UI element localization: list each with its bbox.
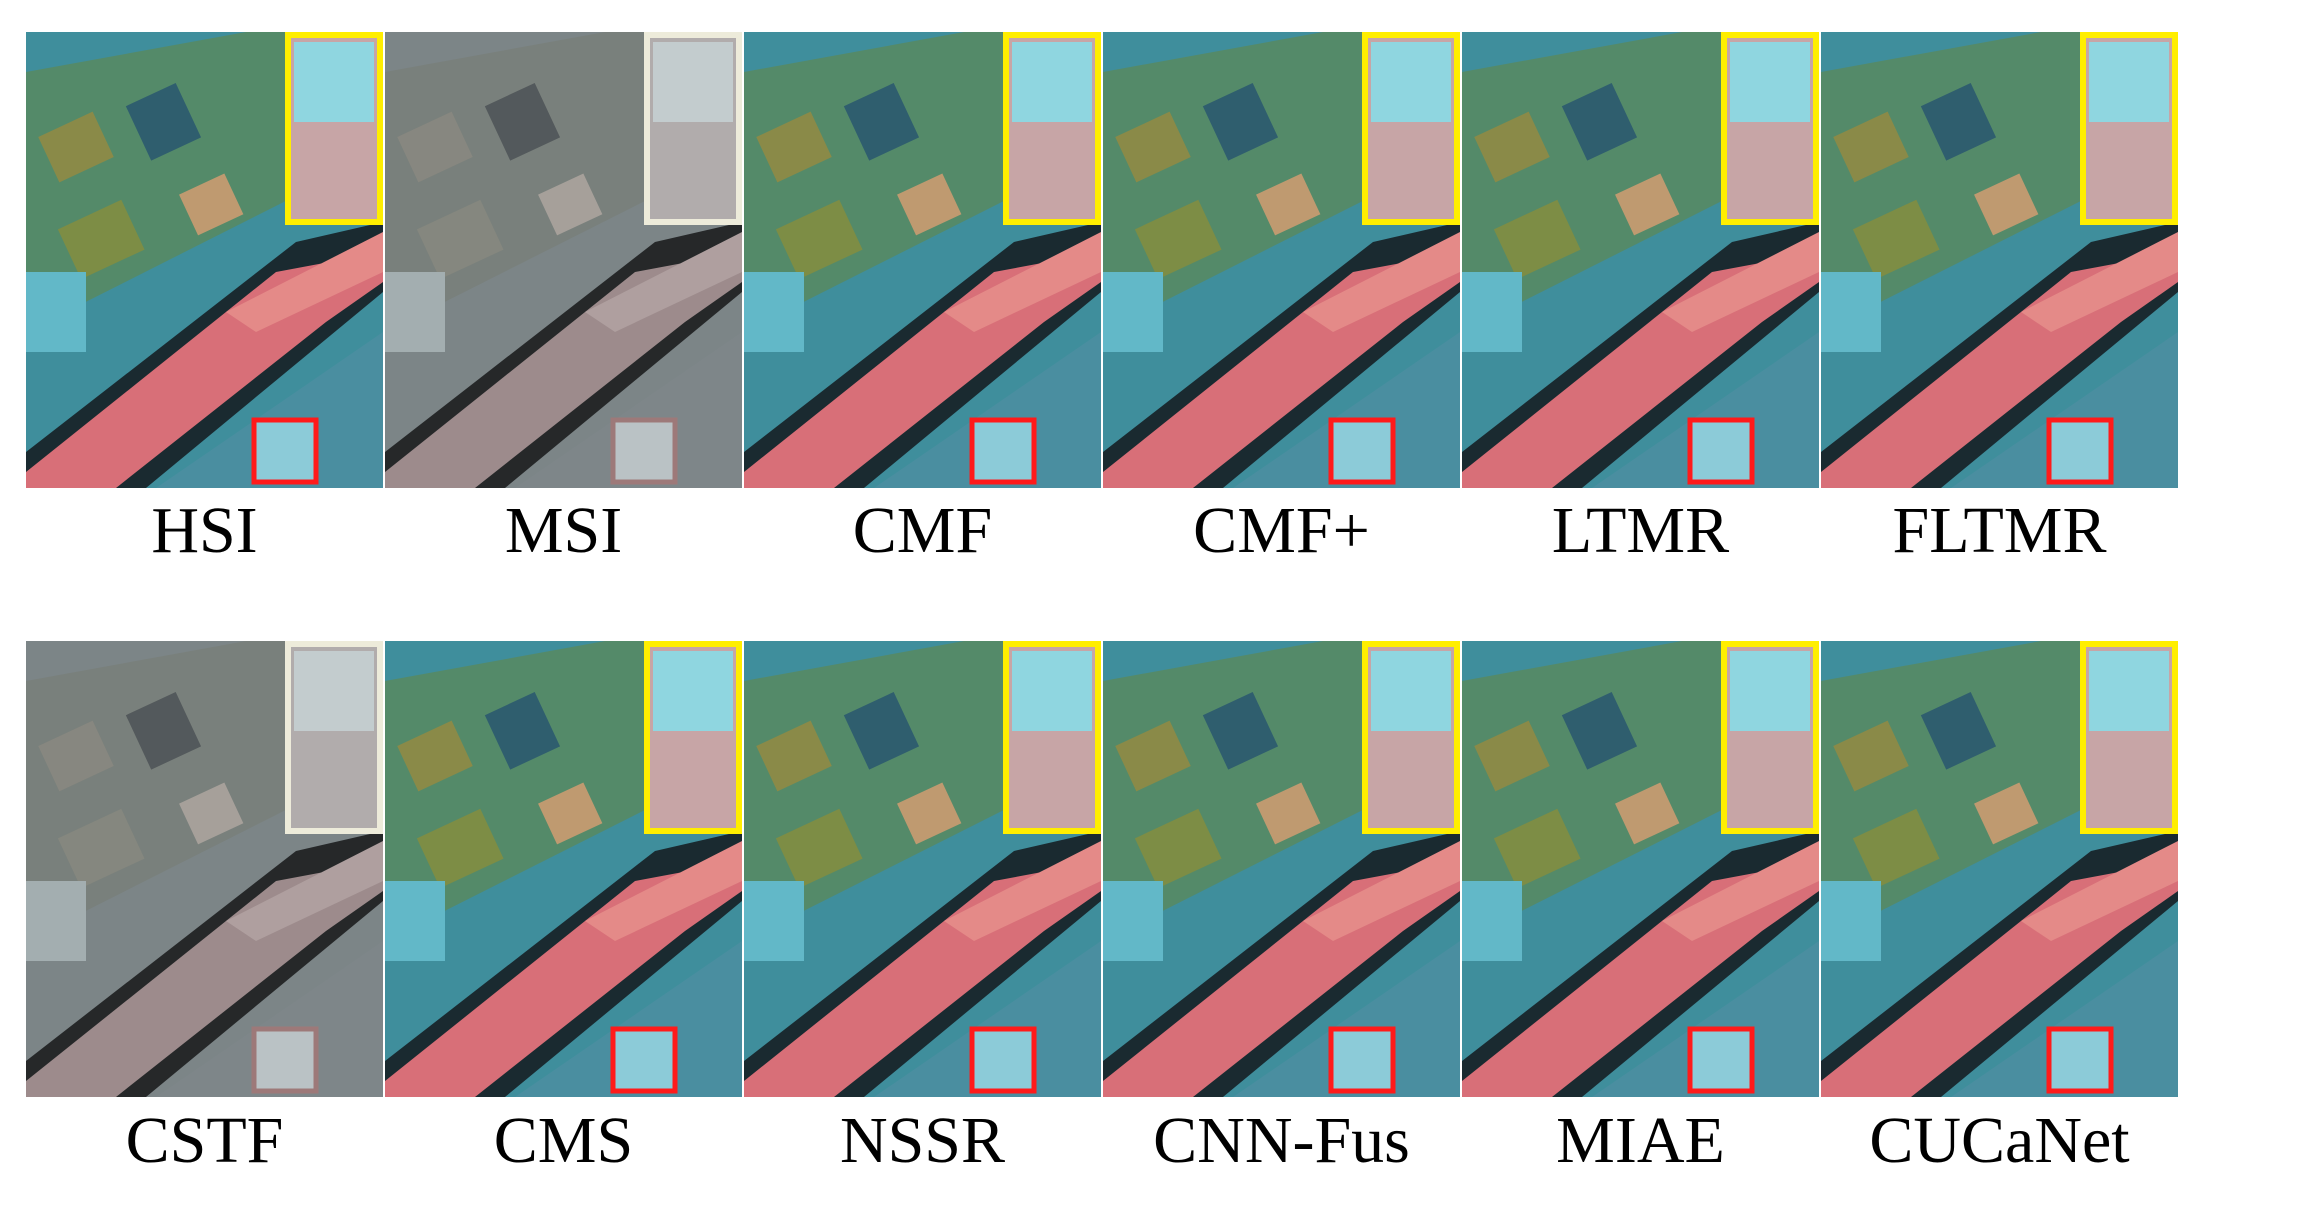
image-panel xyxy=(1103,641,1460,1097)
panel-image xyxy=(1462,641,1819,1097)
panel-label: CSTF xyxy=(126,1104,284,1177)
panel-image xyxy=(1462,32,1819,488)
panel-label: CMF+ xyxy=(1193,494,1370,567)
panel-label: MIAE xyxy=(1556,1104,1725,1177)
image-panel xyxy=(1462,641,1819,1097)
image-panel xyxy=(1821,32,2178,488)
panel-label: LTMR xyxy=(1552,494,1729,567)
panel-image xyxy=(1821,32,2178,488)
panel-image xyxy=(744,641,1101,1097)
panel-label: FLTMR xyxy=(1893,494,2107,567)
image-panel xyxy=(1821,641,2178,1097)
image-panel xyxy=(385,641,742,1097)
panel-label: NSSR xyxy=(840,1104,1005,1177)
panel-label: CNN-Fus xyxy=(1153,1104,1410,1177)
image-panel xyxy=(1103,32,1460,488)
panel-image xyxy=(1821,641,2178,1097)
image-panel xyxy=(26,32,383,488)
panel-label: CUCaNet xyxy=(1869,1104,2129,1177)
panel-image xyxy=(1103,641,1460,1097)
panel-image xyxy=(26,32,383,488)
panel-label: CMF xyxy=(853,494,992,567)
panel-label: HSI xyxy=(151,494,257,567)
panel-image xyxy=(385,32,742,488)
image-panel xyxy=(26,641,383,1097)
panel-label: CMS xyxy=(494,1104,633,1177)
image-panel xyxy=(385,32,742,488)
panel-image xyxy=(1103,32,1460,488)
image-panel xyxy=(744,32,1101,488)
panel-label: MSI xyxy=(505,494,622,567)
panel-image xyxy=(26,641,383,1097)
image-panel xyxy=(1462,32,1819,488)
image-panel xyxy=(744,641,1101,1097)
panel-image xyxy=(385,641,742,1097)
panel-image xyxy=(744,32,1101,488)
